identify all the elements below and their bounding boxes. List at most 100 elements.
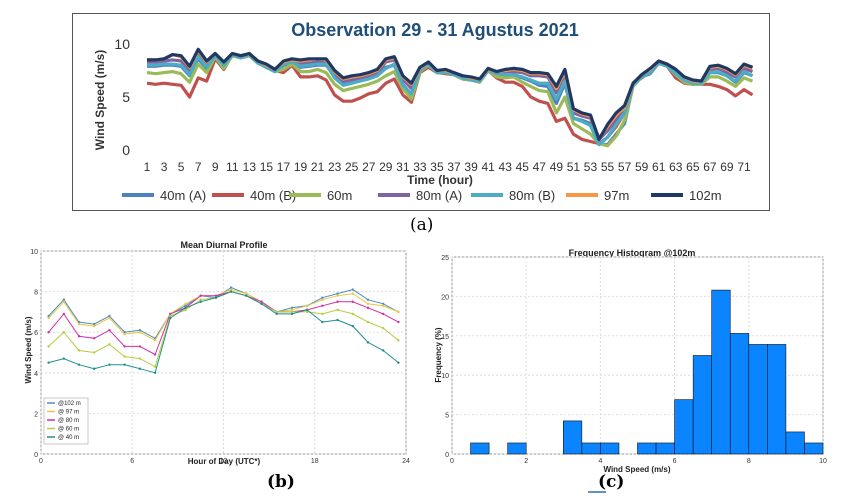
- chart-b-point: [275, 312, 278, 316]
- chart-b-point: [47, 316, 50, 320]
- chart-b-point: [381, 304, 385, 308]
- chart-b-point: [138, 345, 142, 348]
- chart-b-point: [184, 306, 187, 310]
- chart-a-xtick: 17: [277, 160, 291, 174]
- chart-b-point: [108, 314, 111, 318]
- chart-b-point: [108, 343, 111, 346]
- chart-b-xtick: 6: [130, 458, 134, 465]
- chart-a-xtick: 19: [294, 160, 308, 174]
- chart-b-point: [62, 357, 66, 360]
- chart-b-point: [199, 300, 202, 303]
- chart-c-bar: [507, 442, 527, 455]
- chart-b-point: [351, 300, 354, 303]
- chart-a-legend-label-97m: 97m: [604, 188, 629, 203]
- chart-b-point: [351, 288, 354, 291]
- chart-c-ytick: 15: [441, 334, 449, 341]
- chart-a-xtick: 15: [260, 160, 274, 174]
- chart-b-point: [169, 316, 172, 320]
- chart-c-bar: [637, 442, 657, 455]
- chart-b-point: [184, 302, 187, 305]
- chart-b-point: [47, 314, 50, 318]
- chart-b-point: [321, 304, 324, 308]
- chart-a-xtick: 3: [161, 160, 168, 174]
- chart-a-xtick: 11: [226, 160, 239, 174]
- chart-b-ytick: 6: [34, 330, 38, 337]
- chart-b-point: [108, 363, 111, 366]
- chart-b-point: [381, 326, 385, 330]
- chart-c: Frequency Histogram @102m 0 5 10 15 20 25 0 2 4 6 8…: [434, 248, 827, 493]
- chart-b-point: [93, 351, 96, 354]
- chart-b-point: [351, 324, 354, 328]
- chart-a-xtick: 41: [481, 160, 495, 174]
- chart-a-ylabel: Wind Speed (m/s): [93, 50, 107, 151]
- chart-c-bar: [692, 355, 713, 455]
- chart-b-point: [199, 298, 202, 301]
- chart-b-point: [321, 298, 324, 301]
- chart-a-legend-label-40m-a: 40m (A): [160, 188, 206, 203]
- chart-b-point: [77, 363, 81, 366]
- chart-b-point: [47, 345, 50, 348]
- chart-b-point: [62, 312, 66, 316]
- chart-c-xtick: 10: [819, 458, 827, 465]
- chart-a-xtick: 51: [567, 160, 581, 174]
- chart-a-xtick: 21: [311, 160, 325, 174]
- chart-c-bar: [767, 344, 787, 455]
- chart-a-xtick: 37: [447, 160, 461, 174]
- chart-a-xtick: 47: [533, 160, 547, 174]
- chart-b-point: [321, 312, 324, 316]
- chart-b-point: [351, 312, 354, 316]
- chart-b-point: [366, 306, 370, 310]
- chart-c-bar: [729, 333, 750, 455]
- chart-b-point: [229, 286, 233, 289]
- chart-b-point: [290, 306, 294, 310]
- chart-b-point: [397, 361, 400, 364]
- chart-a-xtick: 23: [328, 160, 342, 174]
- chart-a-legend-label-80m-b: 80m (B): [509, 188, 555, 203]
- chart-b-point: [123, 331, 126, 334]
- chart-a-legend-label-40m-b: 40m (B): [250, 188, 296, 203]
- chart-b-point: [108, 328, 111, 332]
- chart-b-point: [138, 357, 142, 360]
- chart-b-legend-label-97-m: @ 97 m: [58, 410, 79, 416]
- chart-b-point: [321, 320, 324, 324]
- chart-c-bar: [470, 442, 490, 455]
- chart-b-point: [108, 316, 111, 320]
- chart-c-bar: [748, 344, 768, 455]
- chart-c-bar: [785, 431, 805, 455]
- chart-a-series-102m: [147, 47, 754, 141]
- chart-c-bar: [804, 442, 824, 455]
- chart-b-xtick: 0: [39, 458, 43, 465]
- chart-b-point: [229, 288, 233, 291]
- chart-c-ytick: 5: [445, 413, 449, 420]
- chart-c-bar: [655, 442, 675, 455]
- chart-c-bar: [600, 442, 620, 455]
- chart-b-point: [62, 298, 66, 301]
- chart-b-point: [366, 302, 370, 305]
- chart-a-xtick: 43: [499, 160, 513, 174]
- chart-a-frame: [72, 13, 770, 211]
- chart-b-point: [366, 298, 370, 301]
- chart-a-ytick: 5: [122, 89, 130, 105]
- chart-a-xtick: 61: [652, 160, 666, 174]
- chart-b-point: [275, 310, 278, 314]
- chart-b-xtick: 12: [220, 458, 228, 465]
- chart-b-point: [123, 345, 126, 348]
- chart-c-xtick: 4: [598, 458, 602, 465]
- chart-b-point: [169, 314, 172, 318]
- chart-b-point: [290, 310, 294, 314]
- chart-b-point: [123, 363, 126, 366]
- chart-a-xtick: 27: [362, 160, 376, 174]
- chart-a-xtick: 29: [379, 160, 393, 174]
- chart-a-xtick: 31: [396, 160, 410, 174]
- chart-b-point: [260, 300, 263, 303]
- chart-b-legend-label-60-m: @ 60 m: [58, 427, 79, 433]
- chart-b-ytick: 0: [34, 452, 38, 459]
- chart-b-point: [397, 320, 400, 324]
- chart-b-point: [77, 349, 81, 352]
- chart-c-xtick: 8: [747, 458, 751, 465]
- chart-a-xtick: 65: [686, 160, 700, 174]
- chart-b-point: [47, 361, 50, 364]
- chart-b-point: [321, 296, 324, 299]
- chart-a-xtick: 59: [635, 160, 649, 174]
